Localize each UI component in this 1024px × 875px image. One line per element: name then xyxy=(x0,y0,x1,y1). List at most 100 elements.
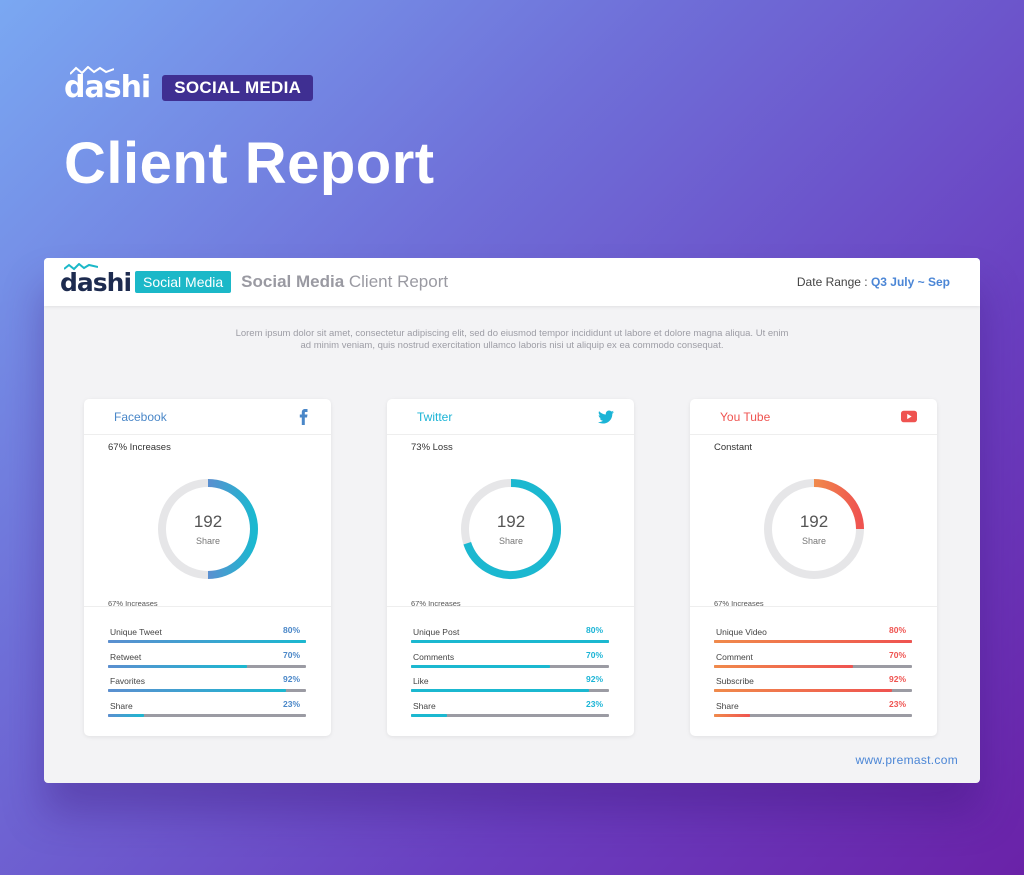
website-link[interactable]: www.premast.com xyxy=(855,753,958,767)
donut-value: 192 xyxy=(496,512,526,531)
report-title: Social Media Client Report xyxy=(241,272,448,292)
progress-track xyxy=(411,713,609,717)
facebook-icon[interactable] xyxy=(295,408,311,425)
metric-row: Share 23% xyxy=(714,699,912,724)
progress-fill xyxy=(108,640,306,643)
divider xyxy=(387,606,634,607)
card-you-tube: You Tube Constant 192 Share 67% Increases Uni… xyxy=(690,399,937,736)
logo-text: dashi xyxy=(60,267,132,297)
progress-fill xyxy=(108,689,287,692)
card-facebook: Facebook 67% Increases 192 Share 67% Increas… xyxy=(84,399,331,736)
metrics-list: Unique Post 80% Comments 70% Like 92% Share 23% xyxy=(411,625,609,723)
metric-value: 70% xyxy=(282,649,300,660)
progress-fill xyxy=(411,713,447,717)
metric-value: 80% xyxy=(282,625,300,635)
share-donut-chart xyxy=(158,479,258,579)
progress-track xyxy=(108,640,306,643)
divider xyxy=(690,606,937,607)
metric-row: Share 23% xyxy=(108,699,306,724)
logo-wave-icon xyxy=(70,66,114,75)
metric-row: Favorites 92% xyxy=(108,674,306,699)
progress-track xyxy=(411,640,609,643)
progress-track xyxy=(411,664,609,668)
youtube-icon[interactable] xyxy=(901,409,917,425)
metric-value: 92% xyxy=(888,674,906,684)
progress-fill xyxy=(411,640,609,643)
metric-value: 23% xyxy=(888,698,906,709)
metric-value: 23% xyxy=(585,698,603,709)
progress-fill xyxy=(714,713,750,717)
metric-row: Comments 70% xyxy=(411,650,609,675)
share-donut-chart xyxy=(461,479,561,579)
card-header: You Tube xyxy=(690,399,937,435)
metric-label: Retweet xyxy=(110,651,142,662)
donut-arc xyxy=(207,479,258,579)
metric-row: Unique Tweet 80% xyxy=(108,625,306,650)
metric-label: Favorites xyxy=(110,676,145,686)
section-label: 67% Increases xyxy=(108,599,158,608)
donut-value: 192 xyxy=(799,512,829,531)
metric-value: 80% xyxy=(585,625,603,635)
metric-row: Comment 70% xyxy=(714,650,912,675)
progress-fill xyxy=(714,689,893,692)
page-title: Client Report xyxy=(64,131,435,196)
metric-label: Share xyxy=(716,700,739,711)
hero-badge: SOCIAL MEDIA xyxy=(162,75,314,101)
metric-label: Share xyxy=(110,700,133,711)
metric-row: Unique Post 80% xyxy=(411,625,609,650)
metric-value: 80% xyxy=(888,625,906,635)
metric-row: Retweet 70% xyxy=(108,650,306,675)
section-label: 67% Increases xyxy=(411,599,461,608)
logo-text: dashi xyxy=(64,70,151,105)
card-status: Constant xyxy=(714,442,753,453)
metric-value: 92% xyxy=(282,674,300,684)
card-title: You Tube xyxy=(720,409,771,424)
metric-label: Comment xyxy=(716,651,753,662)
section-label: 67% Increases xyxy=(714,599,764,608)
report-logo: dashi xyxy=(60,262,132,297)
card-status: 67% Increases xyxy=(108,442,171,453)
share-donut-chart xyxy=(764,479,864,579)
report-badge: Social Media xyxy=(135,271,232,293)
donut-center: 192 Share xyxy=(459,477,563,581)
donut-label: Share xyxy=(498,536,524,546)
donut-arc xyxy=(813,479,864,530)
progress-track xyxy=(714,640,912,643)
metric-value: 92% xyxy=(585,674,603,684)
metrics-list: Unique Tweet 80% Retweet 70% Favorites 92% Sha… xyxy=(108,625,306,723)
metric-label: Subscribe xyxy=(716,676,754,686)
metric-label: Share xyxy=(413,700,436,711)
intro-text: Lorem ipsum dolor sit amet, consectetur … xyxy=(235,328,789,351)
progress-track xyxy=(108,689,306,692)
progress-fill xyxy=(108,664,247,668)
date-range-label: Date Range : xyxy=(796,275,868,289)
metric-label: Unique Video xyxy=(716,627,767,637)
cards-row: Facebook 67% Increases 192 Share 67% Increas… xyxy=(84,399,937,736)
metric-row: Unique Video 80% xyxy=(714,625,912,650)
donut-label: Share xyxy=(195,536,221,546)
metric-row: Share 23% xyxy=(411,699,609,724)
progress-track xyxy=(714,664,912,668)
report-header: dashi Social Media Social Media Client R… xyxy=(44,258,980,306)
logo-wave-icon xyxy=(64,262,98,270)
date-range: Date Range : Q3 July ~ Sep xyxy=(797,275,950,289)
report-title-bold: Social Media xyxy=(241,272,345,291)
progress-track xyxy=(108,664,306,668)
donut-label: Share xyxy=(801,536,827,546)
donut-arc xyxy=(463,479,561,579)
card-header: Facebook xyxy=(84,399,331,435)
progress-fill xyxy=(411,664,550,668)
card-header: Twitter xyxy=(387,399,634,435)
card-status: 73% Loss xyxy=(411,442,453,453)
hero-logo: dashi SOCIAL MEDIA xyxy=(64,66,314,105)
metric-value: 23% xyxy=(282,698,300,709)
dashi-logo: dashi xyxy=(64,66,151,105)
metric-label: Comments xyxy=(413,651,455,662)
report-title-rest: Client Report xyxy=(344,272,449,291)
metric-value: 70% xyxy=(585,649,603,660)
twitter-icon[interactable] xyxy=(598,409,614,425)
metric-label: Like xyxy=(413,676,429,686)
donut-value: 192 xyxy=(193,512,223,531)
progress-fill xyxy=(411,689,590,692)
progress-fill xyxy=(714,664,853,668)
